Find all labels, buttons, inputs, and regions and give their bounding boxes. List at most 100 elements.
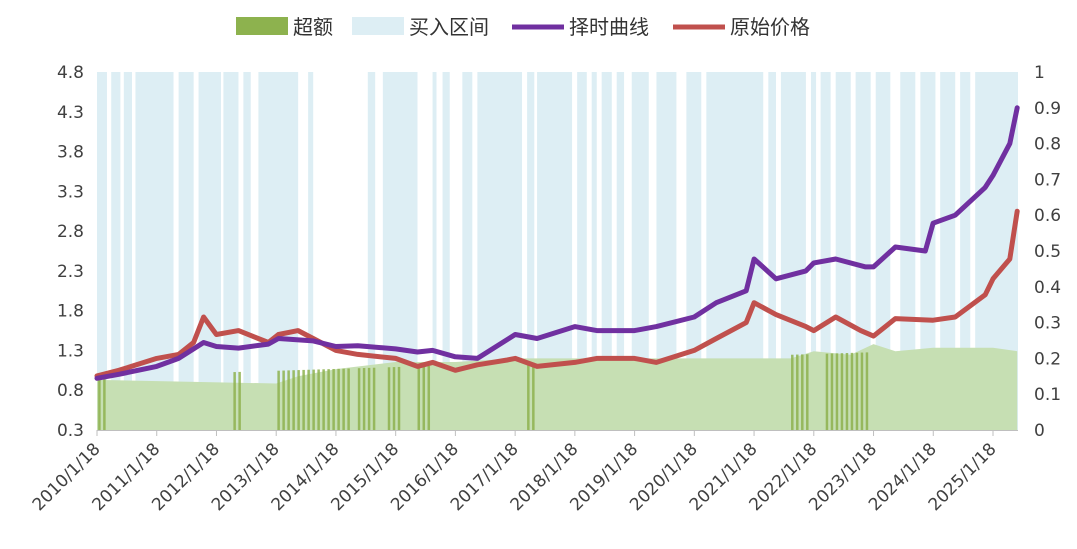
- buy-interval-band: [258, 72, 299, 430]
- excess-bar: [312, 369, 315, 430]
- excess-bar: [297, 370, 300, 430]
- excess-bar: [825, 353, 829, 430]
- excess-bar: [372, 367, 376, 430]
- buy-interval-band: [940, 72, 956, 430]
- excess-bar: [302, 369, 305, 430]
- excess-bar: [835, 353, 839, 430]
- excess-bar: [845, 353, 849, 430]
- y-tick-label: 1.3: [57, 341, 84, 361]
- excess-bar: [791, 354, 794, 430]
- buy-interval-band: [111, 72, 121, 430]
- y2-tick-label: 0.7: [1034, 170, 1061, 190]
- buy-interval-band: [308, 72, 314, 430]
- excess-bar: [103, 376, 106, 430]
- excess-bar: [865, 352, 869, 430]
- y2-tick-label: 0.2: [1034, 349, 1061, 369]
- series-line: [94, 208, 1020, 379]
- buy-interval-band: [432, 72, 437, 430]
- buy-interval-band: [135, 72, 174, 430]
- legend-label: 择时曲线: [569, 15, 649, 39]
- y2-tick-label: 0.5: [1034, 242, 1061, 262]
- y-tick-label: 3.8: [57, 143, 84, 163]
- excess-bar: [855, 352, 859, 430]
- buy-interval-band: [577, 72, 587, 430]
- buy-interval-band: [527, 72, 535, 430]
- buy-interval-band: [591, 72, 597, 430]
- excess-bar: [427, 366, 431, 430]
- legend-swatch: [352, 17, 404, 35]
- excess-bar: [287, 370, 290, 430]
- y-tick-label: 0.8: [57, 381, 84, 401]
- y-axis-right: 1 0.9 0.8 0.7 0.6 0.5 0.4 0.3 0.2 0.1 0: [1034, 63, 1061, 441]
- excess-bar: [337, 368, 340, 430]
- y-tick-label: 4.8: [57, 63, 84, 83]
- excess-bar: [796, 354, 799, 430]
- excess-bar: [307, 369, 310, 430]
- excess-bar: [387, 367, 391, 430]
- buy-interval-band: [601, 72, 612, 430]
- buy-interval-band: [223, 72, 239, 430]
- x-axis: 2010/1/182011/1/182012/1/182013/1/182014…: [29, 430, 1018, 515]
- excess-bar: [422, 366, 426, 430]
- y-tick-label: 1.8: [57, 302, 84, 322]
- excess-bar: [233, 372, 236, 430]
- excess-bar: [850, 352, 854, 430]
- legend-label: 超额: [293, 15, 333, 39]
- excess-area-fill: [97, 344, 1018, 430]
- excess-bar: [362, 368, 366, 430]
- excess-bar: [327, 369, 330, 430]
- legend-swatch: [236, 17, 288, 35]
- y2-tick-label: 0.6: [1034, 206, 1061, 226]
- buy-interval-band: [616, 72, 625, 430]
- legend-label: 买入区间: [409, 15, 489, 39]
- excess-bar: [830, 353, 834, 430]
- buy-interval-band: [198, 72, 221, 430]
- excess-bar: [282, 370, 285, 430]
- buy-interval-band: [631, 72, 649, 430]
- y2-tick-label: 1: [1034, 63, 1045, 83]
- y2-tick-label: 0.1: [1034, 385, 1061, 405]
- y2-tick-label: 0: [1034, 421, 1045, 441]
- excess-bar: [527, 362, 530, 430]
- buy-interval-band: [686, 72, 702, 430]
- excess-bar: [98, 376, 101, 430]
- y2-tick-label: 0.9: [1034, 99, 1061, 119]
- buy-interval-band: [960, 72, 971, 430]
- excess-bar: [277, 370, 280, 430]
- excess-bar: [342, 368, 345, 430]
- excess-bar: [317, 369, 320, 430]
- buy-interval-band: [835, 72, 851, 430]
- series-line: [94, 105, 1020, 381]
- excess-bar: [840, 353, 844, 430]
- y-tick-label: 4.3: [57, 103, 84, 123]
- buy-interval-band: [656, 72, 677, 430]
- excess-bar: [238, 371, 241, 430]
- buy-interval-band: [768, 72, 776, 430]
- buy-interval-band: [367, 72, 376, 430]
- buy-interval-band: [810, 72, 817, 430]
- buy-interval-band: [243, 72, 251, 430]
- buy-interval-band: [97, 72, 107, 430]
- legend: 超额 买入区间 择时曲线 原始价格: [236, 15, 810, 39]
- buy-interval-band: [855, 72, 871, 430]
- excess-area: [97, 344, 1018, 430]
- series-lines: [94, 105, 1020, 381]
- buy-interval-band: [123, 72, 132, 430]
- excess-bar: [397, 366, 401, 430]
- y-tick-label: 2.8: [57, 222, 84, 242]
- buy-interval-band: [875, 72, 891, 430]
- buy-interval-band: [462, 72, 473, 430]
- excess-bar: [347, 368, 350, 430]
- excess-bar: [532, 362, 535, 430]
- excess-bar: [332, 368, 335, 430]
- excess-bar: [860, 352, 864, 430]
- buy-interval-band: [178, 72, 194, 430]
- plot-area: [94, 72, 1020, 430]
- excess-bar: [801, 354, 804, 430]
- buy-interval-band: [920, 72, 936, 430]
- y-tick-label: 3.3: [57, 182, 84, 202]
- y-axis-left: 4.8 4.3 3.8 3.3 2.8 2.3 1.8 1.3 0.8 0.3: [57, 63, 84, 441]
- y2-tick-label: 0.4: [1034, 278, 1061, 298]
- excess-bar: [292, 370, 295, 430]
